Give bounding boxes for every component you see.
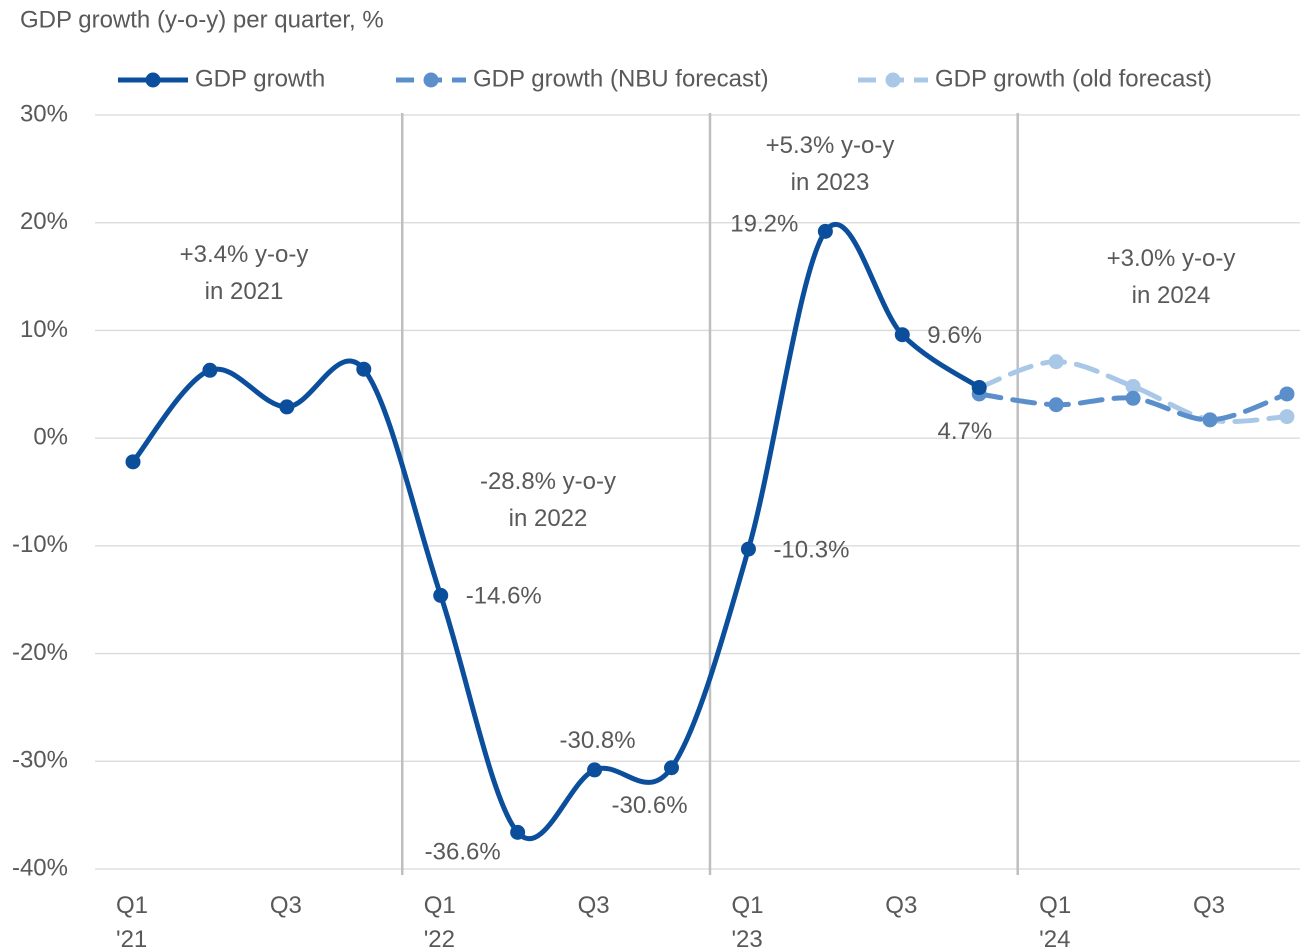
x-tick-label: Q3 xyxy=(1193,892,1226,919)
annotation: +5.3% y-o-y in 2023 xyxy=(765,132,895,196)
y-tick-label: -30% xyxy=(12,747,68,774)
x-tick-label: Q1 '23 xyxy=(731,892,764,952)
point-marker xyxy=(1048,354,1064,370)
point-marker xyxy=(356,361,372,377)
x-tick-label: Q1 '22 xyxy=(423,892,456,952)
x-tick-label: Q3 xyxy=(269,892,302,919)
legend-marker xyxy=(885,72,901,88)
point-marker xyxy=(587,762,603,778)
y-tick-label: 30% xyxy=(20,100,68,127)
point-marker xyxy=(279,399,295,415)
x-tick-label: Q1 '21 xyxy=(116,892,149,952)
y-tick-label: 10% xyxy=(20,316,68,343)
chart-title: GDP growth (y-o-y) per quarter, % xyxy=(20,6,384,33)
y-tick-label: -10% xyxy=(12,531,68,558)
x-tick-label: Q3 xyxy=(577,892,610,919)
data-label: -30.8% xyxy=(560,727,636,754)
series-line xyxy=(976,359,1290,425)
point-marker xyxy=(1125,390,1141,406)
legend-marker xyxy=(145,72,161,88)
point-marker xyxy=(1202,412,1218,428)
legend-label: GDP growth (old forecast) xyxy=(935,65,1212,92)
point-marker xyxy=(1125,378,1141,394)
point-marker xyxy=(740,541,756,557)
annotation: -28.8% y-o-y in 2022 xyxy=(479,468,617,532)
y-tick-label: -20% xyxy=(12,639,68,666)
data-label: -14.6% xyxy=(466,583,542,610)
point-marker xyxy=(433,587,449,603)
point-marker xyxy=(1048,397,1064,413)
annotation: +3.4% y-o-y in 2021 xyxy=(179,241,309,305)
data-label: -30.6% xyxy=(611,792,687,819)
data-label: 4.7% xyxy=(938,418,993,445)
point-marker xyxy=(817,223,833,239)
point-marker xyxy=(1279,386,1295,402)
x-tick-label: Q1 '24 xyxy=(1039,892,1072,952)
y-tick-label: 20% xyxy=(20,208,68,235)
point-marker xyxy=(1279,409,1295,425)
point-marker xyxy=(894,327,910,343)
legend-label: GDP growth (NBU forecast) xyxy=(473,65,769,92)
point-marker xyxy=(664,760,680,776)
data-label: 19.2% xyxy=(730,211,798,238)
point-marker xyxy=(510,824,526,840)
y-tick-label: 0% xyxy=(33,423,68,450)
legend-label: GDP growth xyxy=(195,65,325,92)
point-marker xyxy=(202,362,218,378)
point-marker xyxy=(125,454,141,470)
data-label: -36.6% xyxy=(425,839,501,866)
annotation: +3.0% y-o-y in 2024 xyxy=(1106,245,1236,309)
y-tick-label: -40% xyxy=(12,854,68,881)
data-label: 9.6% xyxy=(927,322,982,349)
legend-marker xyxy=(423,72,439,88)
x-tick-label: Q3 xyxy=(885,892,918,919)
data-label: -10.3% xyxy=(773,536,849,563)
point-marker xyxy=(971,380,987,396)
